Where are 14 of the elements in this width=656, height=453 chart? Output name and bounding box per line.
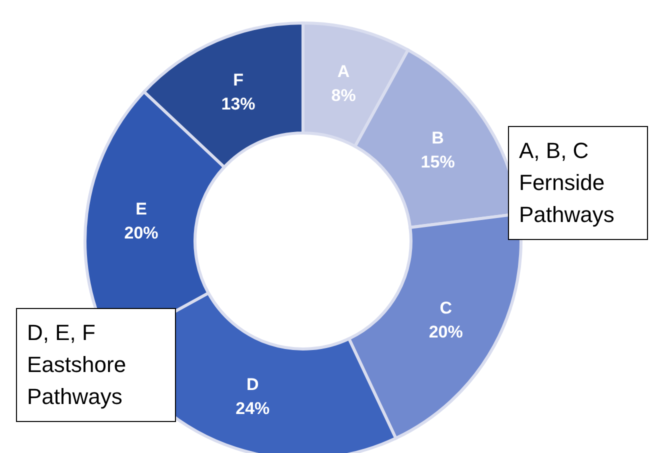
text: A, B, C Fernside Pathways [508, 126, 648, 240]
data-label: 20% [124, 224, 158, 243]
data-label: 15% [420, 152, 455, 172]
slice-label: C [440, 298, 452, 318]
text: D, E, F Eastshore Pathways [16, 308, 176, 422]
slice-label: E [136, 200, 147, 219]
slice-label: A [337, 62, 350, 82]
data-label: 13% [221, 94, 256, 114]
slice-label: F [233, 70, 244, 90]
slice-label: B [432, 128, 444, 148]
data-label: 20% [428, 322, 463, 342]
slice-label: D [246, 375, 259, 394]
data-label: 8% [331, 86, 356, 106]
data-label: 24% [236, 399, 270, 418]
